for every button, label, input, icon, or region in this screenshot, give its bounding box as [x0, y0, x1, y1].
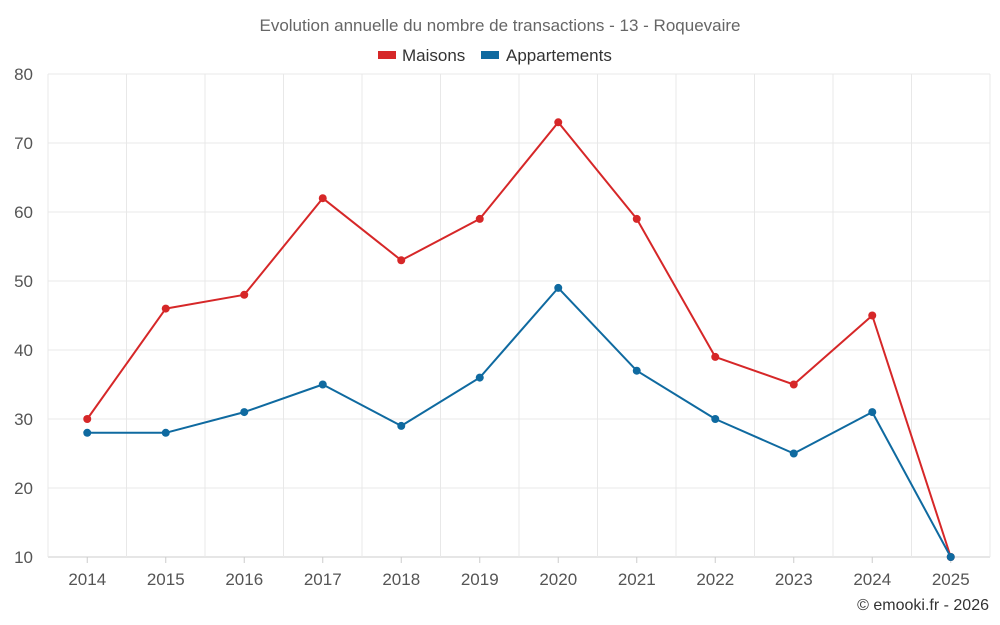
y-tick-label: 60: [14, 203, 33, 222]
data-point-appartements: [475, 373, 484, 382]
x-tick-label: 2016: [225, 570, 263, 589]
chart-title: Evolution annuelle du nombre de transact…: [259, 16, 740, 35]
x-tick-label: 2017: [304, 570, 342, 589]
series-maisons: [83, 118, 955, 561]
x-tick-label: 2019: [461, 570, 499, 589]
data-point-appartements: [868, 408, 877, 417]
y-axis: 10 20 30 40 50 60 70 80: [14, 65, 33, 567]
data-point-appartements: [161, 428, 170, 437]
legend-swatch-maisons: [378, 51, 396, 59]
series: [83, 118, 955, 561]
y-tick-label: 30: [14, 410, 33, 429]
data-point-maisons: [318, 194, 327, 203]
data-point-maisons: [711, 352, 720, 361]
x-tick-label: 2022: [696, 570, 734, 589]
data-point-maisons: [868, 311, 877, 320]
data-point-appartements: [318, 380, 327, 389]
grid: [47, 73, 991, 558]
legend-label-appartements: Appartements: [506, 46, 612, 65]
data-point-maisons: [397, 256, 406, 265]
data-point-maisons: [632, 214, 641, 223]
data-point-maisons: [161, 304, 170, 313]
data-point-maisons: [240, 290, 249, 299]
data-point-appartements: [711, 415, 720, 423]
x-tick-label: 2018: [382, 570, 420, 589]
x-tick-label: 2025: [932, 570, 970, 589]
data-point-appartements: [397, 421, 406, 430]
series-line-maisons: [86, 121, 952, 558]
data-point-maisons: [554, 118, 563, 127]
data-point-appartements: [554, 283, 563, 292]
data-point-maisons: [83, 415, 92, 423]
x-tick-label: 2023: [775, 570, 813, 589]
data-point-appartements: [946, 553, 955, 561]
legend-item-appartements[interactable]: Appartements: [481, 46, 612, 65]
y-tick-label: 70: [14, 134, 33, 153]
legend: Maisons Appartements: [378, 46, 612, 65]
y-tick-label: 20: [14, 479, 33, 498]
legend-label-maisons: Maisons: [402, 46, 465, 65]
y-tick-label: 40: [14, 341, 33, 360]
x-tick-label: 2015: [147, 570, 185, 589]
legend-swatch-appartements: [481, 51, 499, 59]
x-tick-label: 2014: [68, 570, 106, 589]
data-point-appartements: [83, 428, 92, 437]
data-point-appartements: [632, 366, 641, 375]
data-point-maisons: [475, 214, 484, 223]
series-appartements: [83, 283, 955, 561]
y-tick-label: 10: [14, 548, 33, 567]
data-point-maisons: [789, 380, 798, 389]
x-tick-label: 2020: [539, 570, 577, 589]
data-point-appartements: [789, 449, 798, 458]
credit-text[interactable]: © emooki.fr - 2026: [857, 597, 989, 614]
x-tick-label: 2024: [853, 570, 891, 589]
y-tick-label: 80: [14, 65, 33, 84]
legend-item-maisons[interactable]: Maisons: [378, 46, 465, 65]
x-tick-label: 2021: [618, 570, 656, 589]
x-axis: 2014 2015 2016 2017 2018 2019 2020 2021 2022 2023…: [68, 557, 970, 589]
data-point-appartements: [240, 408, 249, 417]
series-line-appartements: [87, 286, 952, 558]
y-tick-label: 50: [14, 272, 33, 291]
